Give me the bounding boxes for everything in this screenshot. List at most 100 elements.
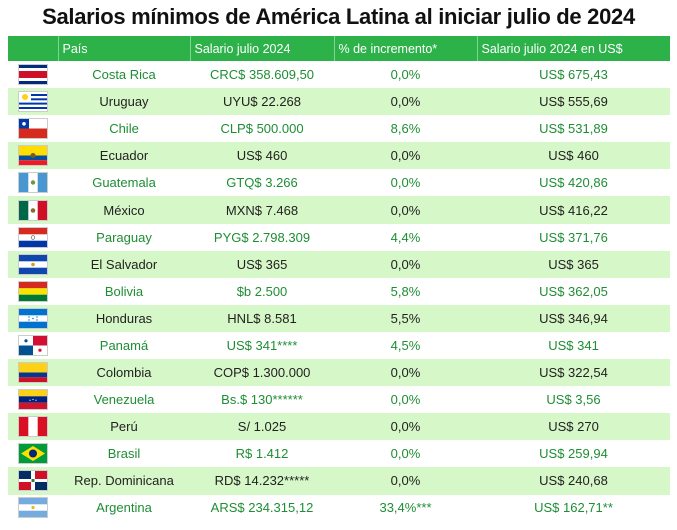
- salary-usd-cell: US$ 416,22: [539, 202, 608, 218]
- salary-usd-cell: US$ 3,56: [546, 392, 601, 408]
- salary-usd-cell: US$ 162,71**: [534, 500, 613, 515]
- table-row: Venezuela Bs.$ 130****** 0,0% US$ 3,56: [8, 386, 670, 414]
- table-header-row: País Salario julio 2024 % de incremento*…: [8, 36, 670, 61]
- salary-usd-cell: US$ 240,68: [539, 473, 608, 489]
- table-row: México MXN$ 7.468 0,0% US$ 416,22: [8, 196, 670, 224]
- salary-usd-cell: US$ 270: [548, 419, 599, 435]
- salary-cell: US$ 460: [236, 148, 288, 164]
- page-title: Salarios mínimos de América Latina al in…: [42, 4, 635, 29]
- increase-cell: 5,8%: [390, 283, 421, 299]
- increase-cell: 0,0%: [390, 473, 421, 489]
- salary-usd-cell: US$ 322,54: [539, 365, 608, 381]
- country-cell: Bolivia: [104, 283, 144, 299]
- ecuador-flag-icon: [18, 145, 48, 167]
- table-row: Guatemala GTQ$ 3.266 0,0% US$ 420,86: [8, 169, 670, 197]
- salary-cell: S/ 1.025: [237, 419, 287, 435]
- header-incremento: % de incremento*: [333, 36, 477, 61]
- salary-cell: R$ 1.412: [235, 446, 289, 462]
- header-usd: Salario julio 2024 en US$: [476, 36, 670, 61]
- country-cell: Paraguay: [96, 229, 152, 245]
- country-cell: Guatemala: [92, 175, 156, 191]
- country-cell: Costa Rica: [92, 67, 156, 83]
- header-flag-cell: [8, 36, 58, 61]
- country-cell: Perú: [110, 419, 138, 435]
- salary-cell: $b 2.500: [236, 283, 288, 299]
- colombia-flag-icon: [18, 362, 48, 384]
- country-cell: Uruguay: [99, 94, 149, 110]
- increase-cell: 0,0%: [390, 419, 421, 435]
- salary-usd-cell: US$ 420,86: [539, 175, 608, 191]
- country-cell: Argentina: [96, 500, 152, 515]
- panama-flag-icon: [18, 334, 48, 356]
- guatemala-flag-icon: [18, 172, 48, 194]
- table-row: Panamá US$ 341**** 4,5% US$ 341: [8, 331, 670, 360]
- increase-cell: 0,0%: [390, 446, 421, 462]
- table-row: Costa Rica CRC$ 358.609,50 0,0% US$ 675,43: [8, 61, 670, 89]
- paraguay-flag-icon: [18, 226, 48, 248]
- table-row: Paraguay PYG$ 2.798.309 4,4% US$ 371,76: [8, 223, 670, 251]
- salary-cell: US$ 365: [236, 256, 288, 272]
- venezuela-flag-icon: [18, 389, 48, 411]
- salary-usd-cell: US$ 346,94: [539, 310, 608, 326]
- country-cell: México: [103, 202, 145, 218]
- salary-usd-cell: US$ 555,69: [539, 94, 608, 110]
- table-row: Brasil R$ 1.412 0,0% US$ 259,94: [8, 440, 670, 468]
- increase-cell: 8,6%: [390, 121, 421, 137]
- flag-cell: [8, 88, 58, 115]
- increase-cell: 5,5%: [390, 310, 421, 326]
- flag-cell: [8, 142, 58, 169]
- flag-cell: [8, 386, 58, 413]
- salary-cell: CRC$ 358.609,50: [209, 67, 315, 83]
- table-row: Perú S/ 1.025 0,0% US$ 270: [8, 413, 670, 441]
- salary-cell: Bs.$ 130******: [221, 392, 303, 408]
- table-row: Rep. Dominicana RD$ 14.232***** 0,0% US$ 24…: [8, 467, 670, 495]
- flag-cell: [8, 61, 58, 88]
- country-cell: Brasil: [107, 446, 141, 462]
- salary-usd-cell: US$ 365: [548, 256, 599, 272]
- table-row: Uruguay UYU$ 22.268 0,0% US$ 555,69: [8, 88, 670, 116]
- country-cell: Colombia: [96, 365, 152, 381]
- increase-cell: 0,0%: [390, 202, 421, 218]
- salary-usd-cell: US$ 341: [548, 337, 599, 353]
- country-cell: Venezuela: [93, 392, 155, 408]
- flag-cell: [8, 224, 58, 251]
- table-row: Chile CLP$ 500.000 8,6% US$ 531,89: [8, 115, 670, 143]
- country-cell: Honduras: [95, 310, 153, 326]
- flag-cell: [8, 305, 58, 332]
- country-cell: Chile: [109, 121, 139, 137]
- salary-cell: MXN$ 7.468: [225, 202, 299, 218]
- table-row: Argentina ARS$ 234.315,12 33,4%*** US$ 162,…: [8, 494, 670, 521]
- brazil-flag-icon: [18, 443, 48, 465]
- increase-cell: 0,0%: [390, 148, 421, 164]
- flag-cell: [8, 467, 58, 494]
- country-cell: El Salvador: [90, 256, 158, 272]
- salary-cell: UYU$ 22.268: [222, 94, 302, 110]
- salary-usd-cell: US$ 675,43: [539, 67, 608, 83]
- salary-cell: ARS$ 234.315,12: [210, 500, 314, 515]
- chile-flag-icon: [18, 118, 48, 140]
- country-cell: Rep. Dominicana: [74, 473, 174, 489]
- flag-cell: [8, 495, 58, 521]
- mexico-flag-icon: [18, 199, 48, 221]
- country-cell: Ecuador: [99, 148, 149, 164]
- increase-cell: 0,0%: [390, 256, 421, 272]
- table-row: Honduras HNL$ 8.581 5,5% US$ 346,94: [8, 304, 670, 332]
- table-row: Bolivia $b 2.500 5,8% US$ 362,05: [8, 277, 670, 305]
- flag-cell: [8, 359, 58, 386]
- increase-cell: 0,0%: [390, 67, 421, 83]
- salary-cell: PYG$ 2.798.309: [213, 229, 311, 245]
- flag-cell: [8, 440, 58, 467]
- salary-usd-cell: US$ 362,05: [539, 283, 608, 299]
- increase-cell: 4,4%: [390, 229, 421, 245]
- table-row: El Salvador US$ 365 0,0% US$ 365: [8, 250, 670, 278]
- country-cell: Panamá: [99, 337, 149, 353]
- flag-cell: [8, 413, 58, 440]
- salary-usd-cell: US$ 460: [548, 148, 599, 164]
- increase-cell: 0,0%: [390, 392, 421, 408]
- costa-rica-flag-icon: [18, 64, 48, 86]
- salary-usd-cell: US$ 531,89: [539, 121, 608, 137]
- increase-cell: 4,5%: [390, 337, 421, 353]
- flag-cell: [8, 115, 58, 142]
- flag-cell: [8, 169, 58, 196]
- header-pais: País: [57, 36, 190, 61]
